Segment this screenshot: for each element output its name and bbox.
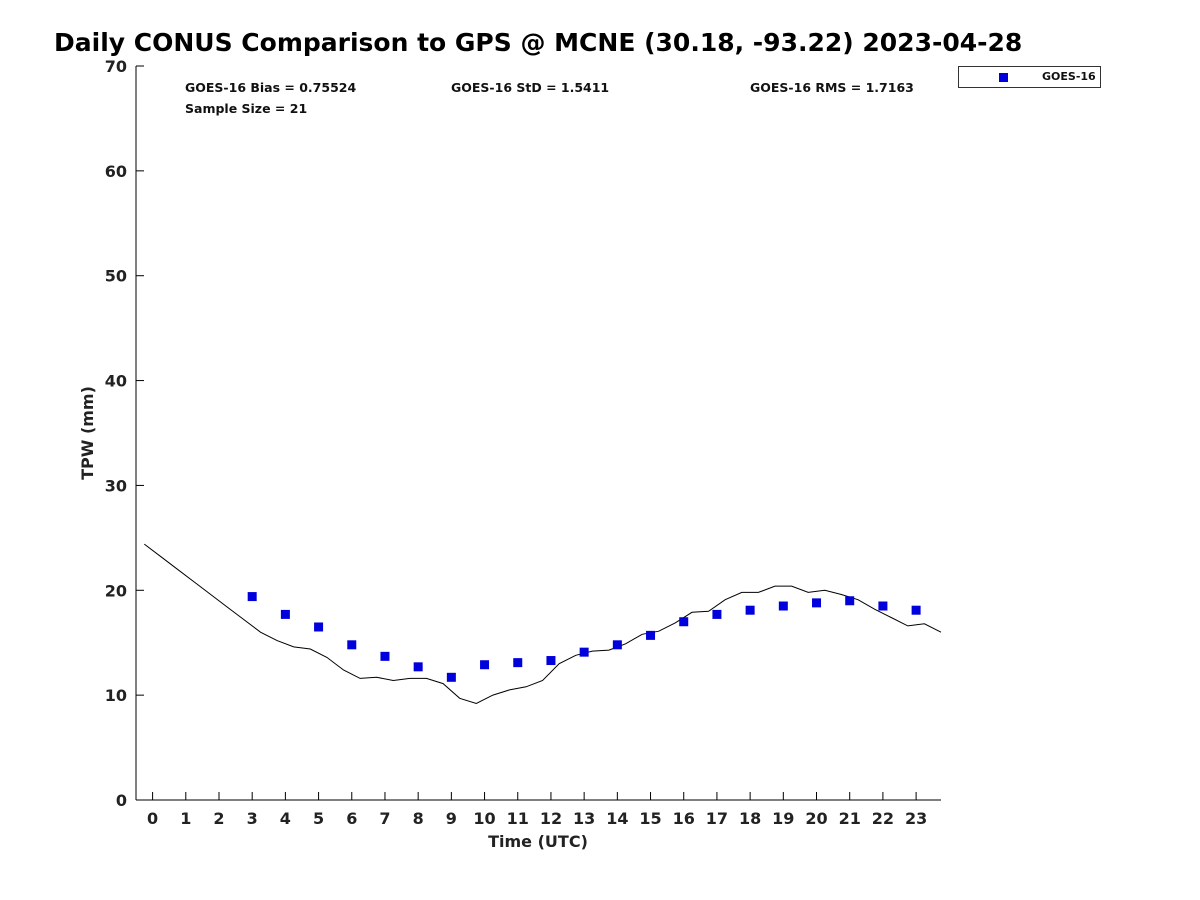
goes16-point (845, 596, 855, 606)
y-tick-label: 40 (105, 372, 127, 391)
x-tick-label: 10 (473, 809, 495, 828)
y-tick-label: 30 (105, 476, 127, 495)
x-tick-label: 13 (573, 809, 595, 828)
chart-title: Daily CONUS Comparison to GPS @ MCNE (30… (54, 28, 1023, 57)
legend-marker-goes16 (999, 73, 1008, 82)
x-tick-label: 2 (213, 809, 224, 828)
goes16-point (280, 609, 290, 619)
x-tick-label: 12 (540, 809, 562, 828)
x-tick-label: 7 (379, 809, 390, 828)
y-tick-label: 70 (105, 57, 127, 76)
goes16-point (812, 598, 822, 608)
goes16-marker-layer (247, 592, 921, 682)
goes16-point (579, 647, 589, 657)
goes16-point (546, 656, 556, 666)
goes16-point (380, 651, 390, 661)
x-tick-label: 16 (673, 809, 695, 828)
legend-label-goes16: GOES-16 (1042, 70, 1096, 83)
goes16-point (314, 622, 324, 632)
x-tick-label: 21 (839, 809, 861, 828)
x-tick-label: 15 (639, 809, 661, 828)
x-tick-label: 22 (872, 809, 894, 828)
x-tick-label: 20 (805, 809, 827, 828)
x-tick-label: 14 (606, 809, 628, 828)
goes16-point (712, 609, 722, 619)
goes16-point (446, 672, 456, 682)
y-tick-label: 60 (105, 162, 127, 181)
legend: GOES-16 (958, 66, 1101, 88)
sample-size-stat: Sample Size = 21 (185, 101, 308, 116)
x-tick-label: 3 (247, 809, 258, 828)
x-axis-title: Time (UTC) (488, 832, 588, 851)
goes16-point (480, 660, 490, 670)
goes16-point (745, 605, 755, 615)
x-tick-label: 9 (446, 809, 457, 828)
goes16-point (247, 592, 257, 602)
x-tick-label: 11 (507, 809, 529, 828)
gps-line-layer (143, 543, 942, 705)
goes16-point (679, 617, 689, 627)
bias-stat: GOES-16 Bias = 0.75524 (185, 80, 357, 95)
rms-stat: GOES-16 RMS = 1.7163 (750, 80, 914, 95)
x-tick-label: 23 (905, 809, 927, 828)
y-tick-label: 50 (105, 267, 127, 286)
x-tick-label: 1 (180, 809, 191, 828)
x-tick-label: 8 (413, 809, 424, 828)
y-tick-label: 0 (116, 791, 127, 810)
x-tick-label: 4 (280, 809, 291, 828)
goes16-point (646, 630, 656, 640)
goes16-point (347, 640, 357, 650)
x-tick-label: 6 (346, 809, 357, 828)
y-tick-label: 10 (105, 686, 127, 705)
x-tick-label: 19 (772, 809, 794, 828)
x-tick-label: 5 (313, 809, 324, 828)
x-tick-label: 18 (739, 809, 761, 828)
goes16-point (612, 640, 622, 650)
y-axis-title: TPW (mm) (78, 386, 97, 480)
goes16-point (778, 601, 788, 611)
std-stat: GOES-16 StD = 1.5411 (451, 80, 610, 95)
gps-line (143, 543, 942, 705)
goes16-point (513, 658, 523, 668)
goes16-point (878, 601, 888, 611)
x-tick-label: 0 (147, 809, 158, 828)
goes16-point (413, 662, 423, 672)
y-tick-label: 20 (105, 581, 127, 600)
goes16-point (911, 605, 921, 615)
x-tick-label: 17 (706, 809, 728, 828)
